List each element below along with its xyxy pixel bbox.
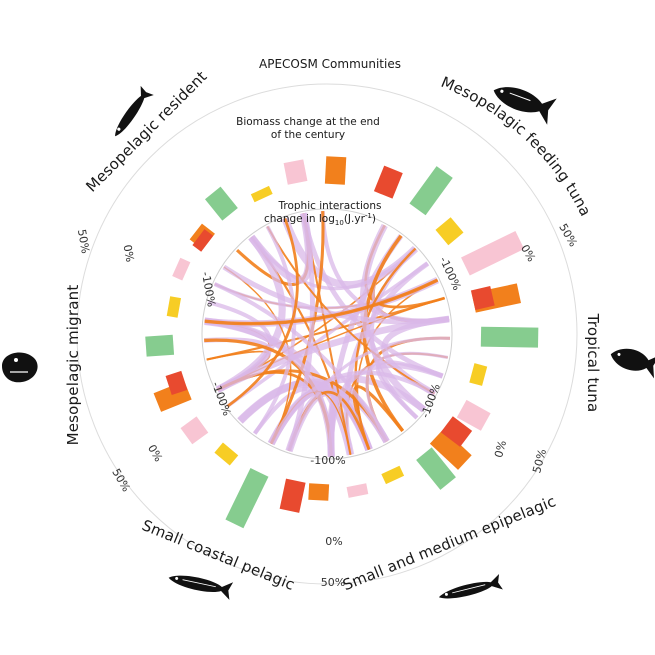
axis-0-resident: 0% (121, 244, 137, 263)
biomass-bar (381, 465, 405, 485)
biomass-bar (409, 166, 453, 216)
biomass-bar (480, 326, 539, 348)
biomass-bar (205, 186, 238, 221)
trophic-chord (248, 212, 313, 285)
axis-50-migrant: 50% (109, 466, 132, 494)
biomass-bars (145, 156, 539, 529)
axis-50-resident: 50% (75, 228, 92, 254)
biomass-bar (165, 370, 188, 395)
tuna-icon (493, 87, 557, 125)
biomass-bar (180, 416, 209, 445)
trophic-chord (204, 318, 335, 458)
trophic-chord (359, 223, 426, 413)
trophic-chord (204, 278, 439, 326)
biomass-bar (214, 442, 239, 466)
anglerfish-icon (2, 352, 38, 383)
trophic-chord (287, 336, 450, 452)
community-label-small-medium-epipelagic: Small and medium epipelagic (340, 492, 558, 594)
axis-50-feeding-tuna: 50% (556, 221, 579, 249)
community-label-mesopelagic-resident: Mesopelagic resident (82, 67, 210, 195)
biomass-bar (346, 483, 369, 498)
biomass-bar (166, 296, 182, 318)
biomass-bar (279, 478, 306, 513)
chart-title: APECOSM Communities (259, 57, 401, 71)
outer-ring (76, 83, 578, 585)
trophic-axis-right-top: -100% (437, 255, 464, 293)
biomass-bar (429, 428, 472, 470)
biomass-bar (470, 286, 495, 311)
axis-0-migrant: 0% (145, 442, 165, 464)
trophic-chord (213, 282, 389, 443)
biomass-bar (461, 230, 525, 276)
trophic-title-line2: change in log10(J.yr-1) (264, 212, 376, 227)
axis-0-epipelagic: 0% (325, 535, 342, 548)
biomass-bar (469, 363, 488, 386)
trophic-title-line1: Trophic interactions (278, 200, 382, 212)
trophic-chord (365, 351, 449, 443)
biomass-bar (250, 185, 273, 203)
biomass-title-line1: Biomass change at the end (236, 116, 380, 128)
community-label-small-coastal-pelagic: Small coastal pelagic (139, 516, 297, 594)
trophic-chord (266, 225, 436, 395)
lanternfish-icon (115, 85, 154, 137)
biomass-bar (225, 468, 269, 529)
biomass-bar (440, 416, 473, 447)
trophic-chord (222, 264, 450, 325)
community-label-tropical-tuna: Tropical tuna (584, 313, 602, 413)
trophic-chord (375, 360, 444, 420)
axis-50-epipelagic: 50% (321, 576, 345, 589)
biomass-title-line2: of the century (271, 129, 345, 141)
biomass-bar (283, 159, 308, 185)
trophic-axis-bottom: -100% (310, 454, 345, 467)
biomass-bar (456, 399, 491, 431)
trophic-chord (226, 217, 299, 408)
tuna-icon (610, 348, 655, 379)
axis-50-tropical: 50% (530, 448, 549, 475)
community-label-mesopelagic-migrant: Mesopelagic migrant (64, 285, 82, 446)
sardine-icon (168, 575, 234, 600)
biomass-bar (435, 217, 464, 246)
axis-0-tropical: 0% (492, 439, 509, 459)
biomass-bar (192, 229, 214, 252)
anchovy-icon (438, 574, 503, 599)
biomass-bar (308, 483, 330, 501)
trophic-chords (204, 211, 450, 458)
biomass-bar (172, 257, 191, 281)
biomass-bar (145, 334, 175, 357)
biomass-bar (373, 165, 403, 199)
trophic-axis-left-top: -100% (199, 271, 218, 308)
biomass-bar (324, 156, 347, 185)
biomass-bar (416, 447, 456, 490)
inner-ring (201, 208, 453, 460)
